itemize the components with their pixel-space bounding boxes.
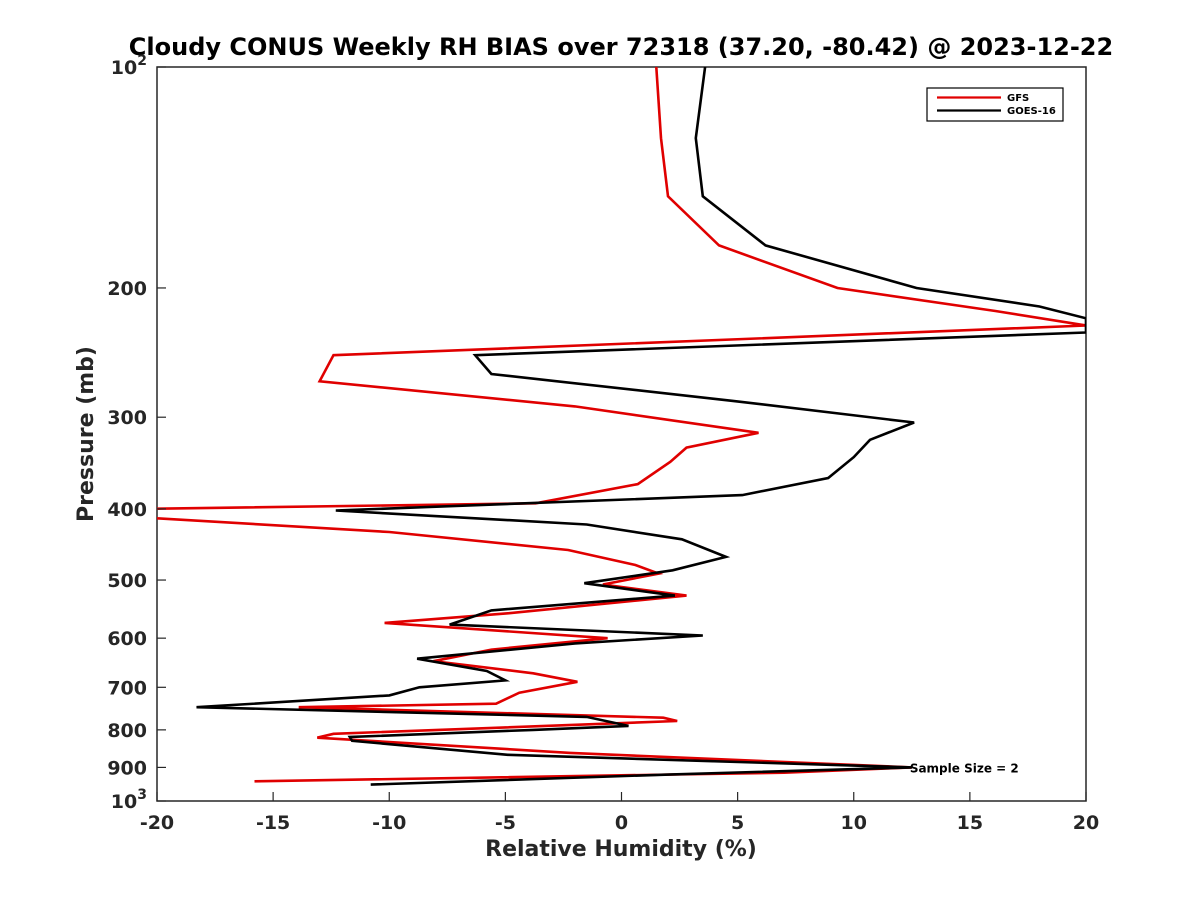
x-tick-label: -20 xyxy=(140,812,174,834)
y-axis: 102 200 300 400 500 600 700 800 900 103 xyxy=(107,53,166,813)
legend-box xyxy=(926,87,1064,122)
x-axis-label: Relative Humidity (%) xyxy=(485,837,757,862)
y-tick-label: 700 xyxy=(107,677,147,699)
sample-size-annotation: Sample Size = 2 xyxy=(910,761,1019,775)
series-layer xyxy=(157,67,1086,786)
legend-label-gfs: GFS xyxy=(1007,93,1029,104)
y-axis-label: Pressure (mb) xyxy=(74,346,99,522)
x-tick-label: -10 xyxy=(372,812,406,834)
y-tick-label: 400 xyxy=(107,499,147,521)
x-axis: -20 -15 -10 -5 0 5 10 15 20 xyxy=(140,792,1099,834)
x-tick-label: 20 xyxy=(1073,812,1099,834)
plot-area xyxy=(156,66,1087,802)
x-tick-label: 0 xyxy=(615,812,628,834)
legend-label-goes-16: GOES-16 xyxy=(1007,106,1056,117)
x-tick-label: -5 xyxy=(495,812,516,834)
y-tick-label: 300 xyxy=(107,407,147,429)
x-tick-label: 10 xyxy=(841,812,867,834)
chart-title: Cloudy CONUS Weekly RH BIAS over 72318 (… xyxy=(129,33,1113,61)
y-tick-label: 600 xyxy=(107,628,147,650)
y-tick-label: 800 xyxy=(107,720,147,742)
y-tick-label: 500 xyxy=(107,570,147,592)
y-tick-label: 200 xyxy=(107,278,147,300)
series-line-goes-16 xyxy=(196,67,1086,786)
x-tick-label: 5 xyxy=(731,812,744,834)
y-tick-label: 102 xyxy=(111,53,147,79)
x-tick-label: -15 xyxy=(256,812,290,834)
y-tick-label: 900 xyxy=(107,757,147,779)
x-tick-label: 15 xyxy=(957,812,983,834)
y-tick-label: 103 xyxy=(111,787,147,813)
legend: GFS GOES-16 xyxy=(926,87,1064,122)
